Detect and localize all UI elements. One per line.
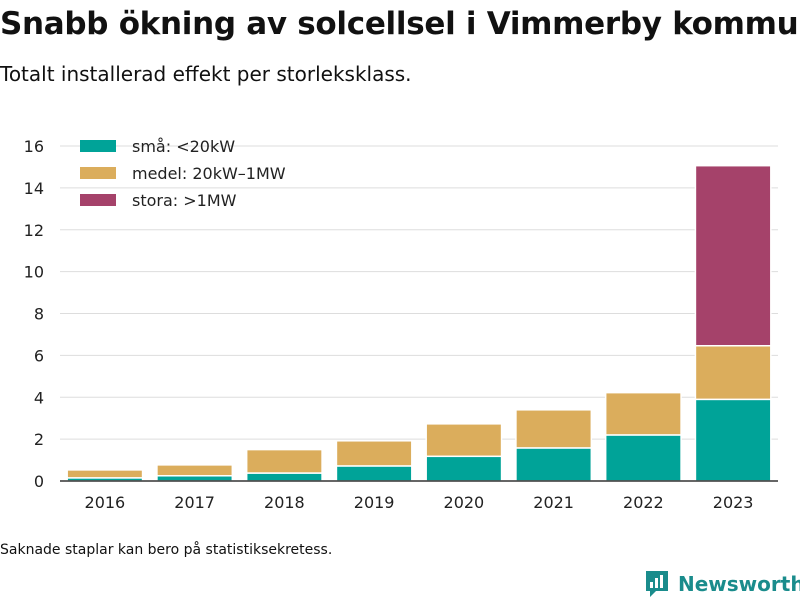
bar-segment	[425, 455, 503, 482]
bar-segment	[694, 398, 772, 482]
bar-segment	[156, 464, 234, 477]
y-tick-label: 4	[34, 388, 44, 407]
y-tick-label: 8	[34, 305, 44, 324]
chart-title: Snabb ökning av solcellsel i Vimmerby ko…	[0, 6, 800, 42]
legend: små: <20kW medel: 20kW–1MW stora: >1MW	[80, 137, 286, 210]
bar-segment	[245, 448, 323, 474]
y-tick-label: 0	[34, 472, 44, 491]
legend-label: stora: >1MW	[132, 191, 237, 210]
bar-segment	[604, 391, 682, 436]
x-tick-label: 2017	[174, 493, 215, 512]
bar-segment	[604, 434, 682, 482]
legend-swatch	[80, 194, 116, 206]
y-tick-label: 2	[34, 430, 44, 449]
y-tick-label: 10	[24, 263, 44, 282]
y-tick-label: 14	[24, 179, 44, 198]
brand-name: Newsworthy	[678, 572, 800, 596]
y-tick-label: 16	[24, 137, 44, 156]
footnote: Saknade staplar kan bero på statistiksek…	[0, 542, 333, 558]
x-tick-label: 2019	[354, 493, 395, 512]
bar-segment	[335, 465, 413, 482]
bar-segment	[694, 344, 772, 401]
bar-segment	[245, 472, 323, 482]
bar-segment	[694, 164, 772, 347]
chart-subtitle: Totalt installerad effekt per storlekskl…	[0, 62, 412, 86]
legend-swatch	[80, 167, 116, 179]
legend-label: små: <20kW	[132, 137, 235, 156]
x-tick-label: 2016	[85, 493, 126, 512]
legend-label: medel: 20kW–1MW	[132, 164, 286, 183]
bar-segment	[515, 409, 593, 449]
x-tick-label: 2018	[264, 493, 305, 512]
x-tick-label: 2023	[713, 493, 754, 512]
bar-segment	[515, 447, 593, 482]
bar-segment	[66, 469, 144, 479]
bar-segment	[156, 475, 234, 482]
bars	[66, 164, 772, 482]
grid-lines	[60, 145, 778, 440]
legend-swatch	[80, 140, 116, 152]
bar-segment	[425, 423, 503, 458]
y-tick-label: 6	[34, 346, 44, 365]
brand-logo[interactable]: Newsworthy	[644, 568, 800, 600]
axes: 0 2 4 6 8 10 12 14 16 2016 2017 2018 2019 2020 2021 202…	[24, 137, 778, 512]
x-tick-label: 2021	[533, 493, 574, 512]
y-tick-label: 12	[24, 221, 44, 240]
x-tick-label: 2020	[444, 493, 485, 512]
stacked-bar-chart: 0 2 4 6 8 10 12 14 16 2016 2017 2018 2019 2020 2021 202…	[24, 137, 778, 512]
bar-segment	[335, 440, 413, 467]
x-tick-label: 2022	[623, 493, 664, 512]
bar-chart-logo-icon	[646, 571, 668, 597]
